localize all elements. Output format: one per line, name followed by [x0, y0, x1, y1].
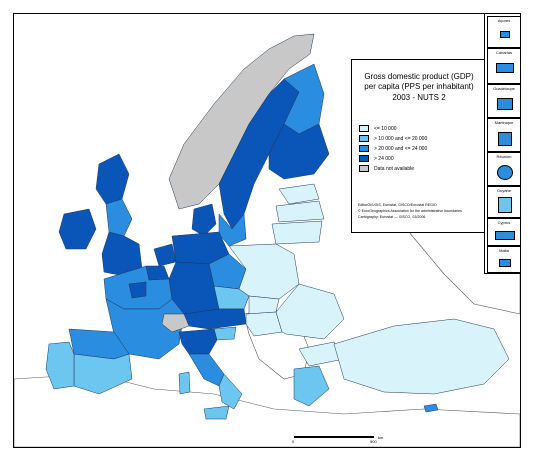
region-finland-south	[268, 123, 330, 180]
inset-guyane: Guyane	[487, 186, 520, 218]
legend-swatch	[359, 145, 369, 152]
legend-label: > 24 000	[374, 155, 394, 162]
legend-label: Data not available	[374, 165, 415, 172]
region-italy-centre	[188, 353, 225, 387]
map-frame: Gross domestic product (GDP) per capita …	[13, 13, 521, 448]
legend-item: > 10 000 and <= 20 000	[359, 134, 427, 143]
inset-guadeloupe: Guadeloupe	[487, 84, 520, 118]
source-line: © EuroGeographics Association for the ad…	[358, 209, 462, 213]
scale-segment	[314, 436, 334, 438]
legend-swatch	[359, 125, 369, 132]
region-greece	[293, 365, 330, 407]
inset-land	[497, 165, 513, 180]
inset-malta: Malta	[487, 246, 520, 273]
legend-box: Gross domestic product (GDP) per capita …	[351, 59, 487, 233]
region-switzerland	[161, 313, 190, 333]
inset-martinique: Martinique	[487, 118, 520, 152]
inset-land	[500, 31, 510, 38]
region-latvia	[275, 200, 325, 223]
region-slovenia	[213, 326, 237, 341]
region-turkey	[333, 318, 510, 395]
legend-label: > 10 000 and <= 20 000	[374, 135, 428, 142]
region-czechia	[213, 285, 250, 310]
legend-title-line-3: 2003 - NUTS 2	[392, 93, 446, 102]
inset-land	[498, 197, 512, 213]
region-sicily	[203, 405, 230, 420]
region-france-paris	[128, 281, 147, 299]
inset-label: Guadeloupe	[493, 86, 515, 91]
legend-swatch	[359, 155, 369, 162]
region-lithuania	[271, 220, 323, 245]
inset-azores: Açores	[487, 16, 520, 48]
inset-canarias: Canarias	[487, 48, 520, 84]
region-italy-south	[218, 373, 243, 410]
scale-unit: km	[378, 435, 384, 440]
region-belgium	[145, 265, 170, 281]
region-denmark	[191, 203, 217, 237]
legend-item: <= 10 000	[359, 124, 397, 133]
region-portugal	[45, 341, 75, 390]
legend-label: > 20 000 and <= 24 000	[374, 145, 428, 152]
outside-land-africa	[14, 373, 520, 447]
inset-label: Guyane	[496, 188, 511, 193]
inset-land	[496, 63, 514, 73]
legend-label: <= 10 000	[374, 125, 397, 132]
region-slovakia	[248, 295, 280, 315]
region-ireland	[58, 208, 97, 250]
inset-reunion: Réunion	[487, 152, 520, 186]
inset-land	[497, 98, 513, 110]
source-line: EditorGIS/GIS, Eurostat, GISCO/Eurostat …	[358, 203, 437, 207]
region-romania	[275, 283, 345, 340]
legend-swatch	[359, 135, 369, 142]
scale-mark-0: 0	[292, 439, 295, 444]
legend-item: Data not available	[359, 164, 414, 173]
legend-title-line-1: Gross domestic product (GDP)	[364, 72, 474, 81]
legend-title-line-2: per capita (PPS per inhabitant)	[364, 82, 474, 91]
source-line: Cartography: Eurostat — GISCO, 03/2006	[358, 215, 426, 219]
region-netherlands	[153, 243, 177, 267]
region-norway	[168, 33, 315, 210]
inset-label: Açores	[497, 18, 511, 23]
inset-land	[498, 132, 512, 146]
region-uk-scotland	[95, 153, 130, 205]
region-sardinia	[178, 371, 191, 395]
inset-label: Martinique	[494, 120, 514, 125]
inset-cyprus: Cyprus	[487, 218, 520, 246]
inset-label: Réunion	[496, 154, 512, 159]
inset-land	[495, 231, 515, 240]
legend-swatch	[359, 165, 369, 172]
scale-segment	[334, 436, 354, 438]
scale-mark-500: 500	[370, 439, 377, 444]
region-estonia	[278, 183, 320, 205]
legend-item: > 24 000	[359, 154, 394, 163]
region-cyprus	[423, 403, 439, 413]
scale-segment	[294, 436, 314, 438]
region-italy-north	[178, 328, 218, 355]
inset-label: Canarias	[495, 50, 512, 55]
legend-item: > 20 000 and <= 24 000	[359, 144, 427, 153]
region-uk-north	[105, 198, 133, 237]
region-hungary	[245, 311, 283, 337]
inset-panel: Açores Canarias Guadeloupe Martinique Ré…	[484, 14, 520, 274]
scale-segment	[354, 436, 374, 438]
inset-label: Cyprus	[497, 220, 511, 225]
inset-label: Malta	[499, 248, 509, 253]
inset-land	[499, 259, 511, 267]
